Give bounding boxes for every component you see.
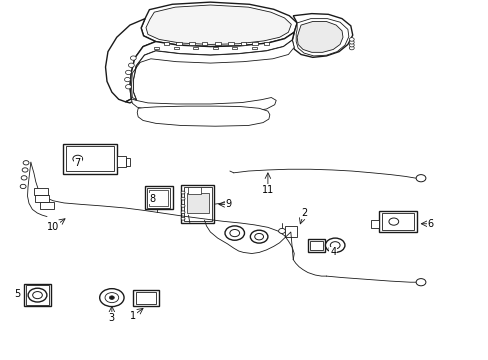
Bar	[232, 47, 237, 49]
Circle shape	[20, 184, 26, 189]
Circle shape	[130, 56, 136, 60]
Bar	[125, 158, 130, 166]
Bar	[240, 42, 246, 45]
Bar	[183, 187, 211, 221]
Circle shape	[181, 191, 184, 194]
Bar	[307, 239, 325, 252]
Bar	[149, 190, 167, 206]
Circle shape	[128, 63, 134, 67]
Circle shape	[348, 41, 353, 44]
Text: 4: 4	[329, 247, 336, 257]
Circle shape	[109, 296, 114, 300]
Bar	[212, 47, 217, 49]
Circle shape	[124, 77, 130, 82]
Bar	[227, 42, 233, 45]
Circle shape	[278, 228, 285, 233]
Circle shape	[181, 204, 184, 207]
Bar	[63, 144, 117, 174]
Circle shape	[348, 46, 353, 50]
Bar	[154, 47, 159, 49]
Text: 6: 6	[427, 219, 433, 229]
Bar	[188, 42, 194, 45]
Circle shape	[229, 229, 239, 237]
Bar	[186, 193, 209, 213]
Circle shape	[250, 230, 267, 243]
Bar	[370, 220, 378, 228]
Text: 7: 7	[75, 158, 81, 168]
Bar	[147, 188, 170, 208]
Bar	[35, 195, 49, 202]
Bar	[251, 47, 256, 49]
Bar	[310, 241, 322, 250]
Bar	[378, 211, 416, 232]
Polygon shape	[297, 22, 342, 52]
Bar	[173, 47, 178, 49]
Bar	[193, 47, 198, 49]
Circle shape	[73, 155, 82, 162]
Circle shape	[23, 161, 29, 165]
Bar	[163, 42, 169, 45]
Circle shape	[105, 293, 119, 303]
Circle shape	[33, 292, 42, 299]
Circle shape	[22, 168, 28, 172]
Polygon shape	[292, 14, 352, 57]
Circle shape	[125, 70, 131, 75]
Bar	[381, 213, 413, 230]
Bar	[117, 156, 125, 167]
Bar	[66, 146, 114, 171]
Bar	[133, 290, 158, 306]
Circle shape	[28, 288, 47, 302]
Polygon shape	[146, 5, 291, 44]
Polygon shape	[137, 106, 269, 126]
Polygon shape	[141, 2, 297, 46]
Circle shape	[348, 38, 353, 41]
Bar	[34, 188, 48, 195]
Text: 11: 11	[261, 185, 273, 195]
Circle shape	[181, 217, 184, 220]
Bar	[24, 284, 51, 306]
Text: 1: 1	[130, 311, 136, 320]
Circle shape	[100, 289, 124, 307]
Circle shape	[330, 242, 339, 249]
Circle shape	[181, 211, 184, 214]
Bar	[188, 187, 200, 194]
Text: 3: 3	[109, 313, 115, 323]
Bar	[175, 42, 181, 45]
Circle shape	[125, 85, 131, 89]
Bar	[26, 285, 49, 305]
Polygon shape	[131, 98, 276, 113]
Bar	[263, 42, 269, 45]
Text: 8: 8	[149, 194, 156, 204]
Polygon shape	[105, 19, 156, 102]
Circle shape	[21, 176, 27, 180]
Circle shape	[348, 43, 353, 47]
Circle shape	[254, 233, 263, 240]
Circle shape	[325, 238, 344, 252]
Bar	[181, 185, 214, 223]
Polygon shape	[131, 40, 294, 100]
Circle shape	[415, 175, 425, 182]
Circle shape	[388, 218, 398, 225]
Bar	[40, 202, 54, 209]
Circle shape	[181, 197, 184, 200]
Bar	[144, 186, 172, 210]
Bar	[201, 42, 207, 45]
Bar	[285, 226, 296, 237]
Polygon shape	[296, 19, 348, 56]
Polygon shape	[125, 32, 294, 103]
Bar	[214, 42, 220, 45]
Bar	[136, 292, 156, 305]
Bar	[252, 42, 258, 45]
Text: 2: 2	[300, 208, 306, 218]
Text: 9: 9	[225, 199, 231, 210]
Text: 10: 10	[47, 222, 60, 232]
Text: 5: 5	[15, 289, 21, 299]
Circle shape	[224, 226, 244, 240]
Circle shape	[415, 279, 425, 286]
